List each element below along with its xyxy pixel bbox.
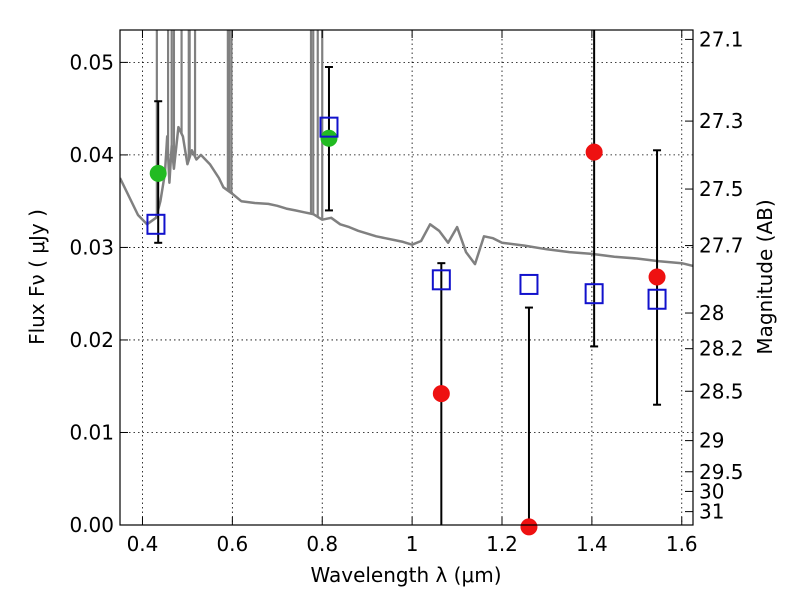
low_sn-point	[432, 385, 450, 403]
y2-tick-label: 28.2	[699, 337, 744, 361]
data-markers	[146, 116, 667, 536]
x-tick-label: 0.6	[216, 532, 248, 556]
model-point	[584, 283, 604, 305]
low_sn-point	[648, 268, 666, 286]
model-point	[519, 273, 539, 295]
x-tick-label: 1.6	[666, 532, 698, 556]
y-tick-label: 0.03	[69, 235, 114, 259]
y-tick-label: 0.00	[69, 513, 114, 537]
x-tick-label: 1	[406, 532, 419, 556]
x-tick-label: 0.4	[127, 532, 159, 556]
template-spectrum	[120, 30, 693, 268]
y2-tick-label: 28	[699, 301, 724, 325]
low_sn-point	[520, 518, 538, 536]
model-point	[319, 116, 339, 138]
y2-tick-label: 31	[699, 500, 724, 524]
model-point	[647, 288, 667, 310]
model-point	[146, 213, 166, 235]
low_sn-point	[585, 143, 603, 161]
y-tick-label: 0.02	[69, 328, 114, 352]
y-tick-label: 0.05	[69, 50, 114, 74]
y2-tick-label: 27.3	[699, 109, 744, 133]
y2-tick-label: 27.5	[699, 177, 744, 201]
template-line	[120, 125, 693, 268]
x-axis-label: Wavelength λ (μm)	[310, 563, 501, 587]
detection-point	[149, 164, 167, 182]
model-point	[431, 269, 451, 291]
y2-tick-label: 29	[699, 429, 724, 453]
x-tick-label: 0.8	[306, 532, 338, 556]
y2-tick-label: 27.1	[699, 27, 744, 51]
x-axis-ticks: 0.4 0.6 0.8 1 1.2 1.4 1.6	[127, 30, 698, 556]
x-tick-label: 1.2	[486, 532, 518, 556]
y2-tick-label: 29.5	[699, 460, 744, 484]
grid-lines	[120, 30, 693, 526]
y-tick-label: 0.04	[69, 143, 114, 167]
plot-frame	[119, 29, 694, 526]
y2-tick-label: 30	[699, 479, 724, 503]
x-tick-label: 1.4	[576, 532, 608, 556]
y2-tick-label: 28.5	[699, 379, 744, 403]
y-axis-label: Flux Fν ( μJy )	[25, 209, 49, 345]
y-tick-label: 0.01	[69, 420, 114, 444]
y2-tick-label: 27.7	[699, 234, 744, 258]
y2-axis-label: Magnitude (AB)	[753, 199, 777, 354]
y-axis-ticks: 0.00 0.01 0.02 0.03 0.04 0.05	[69, 50, 128, 537]
detection-point	[320, 129, 338, 147]
